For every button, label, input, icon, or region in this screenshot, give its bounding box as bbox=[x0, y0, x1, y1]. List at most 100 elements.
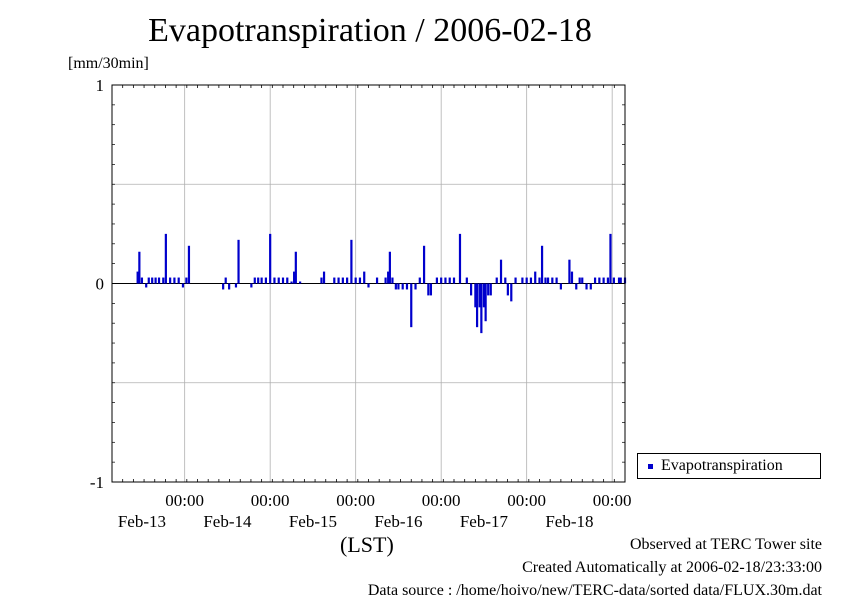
data-bar bbox=[136, 271, 139, 284]
data-bar bbox=[609, 233, 612, 284]
data-bar bbox=[185, 277, 188, 284]
x-axis-label: (LST) bbox=[340, 532, 394, 557]
data-bar bbox=[293, 271, 296, 284]
data-bar bbox=[506, 283, 509, 296]
data-bar bbox=[367, 283, 370, 288]
data-bar bbox=[606, 277, 609, 284]
data-bar bbox=[499, 259, 503, 284]
data-bar bbox=[551, 277, 554, 284]
data-bar bbox=[540, 245, 544, 284]
data-bar bbox=[177, 277, 180, 284]
data-bar bbox=[405, 283, 409, 290]
y-tick-label: -1 bbox=[90, 473, 104, 492]
data-bar bbox=[237, 239, 240, 284]
data-bar bbox=[585, 283, 588, 290]
data-bar bbox=[273, 277, 276, 284]
data-bar bbox=[222, 283, 225, 290]
data-bar bbox=[570, 271, 574, 284]
data-bar bbox=[534, 271, 537, 284]
data-bar bbox=[354, 277, 357, 284]
data-bar bbox=[474, 283, 477, 308]
data-bar bbox=[482, 283, 486, 308]
x-tick-time-label: 00:00 bbox=[422, 491, 461, 510]
data-bar bbox=[465, 277, 468, 284]
data-bar bbox=[151, 277, 154, 284]
data-bar bbox=[140, 277, 144, 284]
x-tick-time-label: 00:00 bbox=[507, 491, 546, 510]
data-bar bbox=[363, 271, 366, 284]
data-bar bbox=[169, 277, 172, 284]
data-bar bbox=[224, 277, 227, 284]
x-tick-date-label: Feb-18 bbox=[545, 512, 593, 531]
data-bar bbox=[333, 277, 336, 284]
data-bar bbox=[250, 283, 253, 288]
x-tick-date-label: Feb-14 bbox=[203, 512, 252, 531]
data-bar bbox=[444, 277, 447, 284]
data-bar bbox=[489, 283, 492, 296]
x-tick-date-label: Feb-13 bbox=[118, 512, 166, 531]
data-bar bbox=[602, 277, 605, 284]
data-bar bbox=[346, 277, 349, 284]
x-tick-time-label: 00:00 bbox=[251, 491, 290, 510]
x-tick-date-label: Feb-15 bbox=[289, 512, 337, 531]
x-tick-time-label: 00:00 bbox=[336, 491, 375, 510]
footer-source: Data source : /home/hoivo/new/TERC-data/… bbox=[367, 582, 822, 599]
data-bar bbox=[187, 245, 191, 284]
data-bar bbox=[589, 283, 592, 290]
data-bar bbox=[487, 283, 490, 296]
data-bar bbox=[277, 277, 280, 284]
data-bar bbox=[435, 277, 438, 284]
data-bar bbox=[269, 233, 272, 284]
data-bar bbox=[138, 251, 141, 284]
data-bar bbox=[546, 277, 550, 284]
data-bar bbox=[234, 283, 238, 288]
legend-label: Evapotranspiration bbox=[661, 457, 783, 474]
data-bar bbox=[394, 283, 397, 290]
data-bar bbox=[559, 283, 562, 290]
data-bar bbox=[157, 277, 161, 284]
data-bar bbox=[422, 245, 426, 284]
data-bar bbox=[452, 277, 456, 284]
data-bar bbox=[173, 277, 176, 284]
data-bar bbox=[147, 277, 150, 284]
data-bar bbox=[598, 277, 601, 284]
x-tick-time-label: 00:00 bbox=[165, 491, 204, 510]
data-bar bbox=[544, 277, 547, 284]
data-bar bbox=[525, 277, 528, 284]
data-bar bbox=[593, 277, 597, 284]
y-axis-unit-label: [mm/30min] bbox=[68, 55, 149, 72]
data-bar bbox=[448, 277, 451, 284]
data-bar bbox=[397, 283, 400, 290]
data-bar bbox=[418, 277, 421, 284]
footer-created: Created Automatically at 2006-02-18/23:3… bbox=[522, 559, 822, 576]
x-tick-date-label: Feb-16 bbox=[374, 512, 422, 531]
data-bar bbox=[375, 277, 379, 284]
y-tick-label: 1 bbox=[96, 76, 105, 95]
data-bar bbox=[458, 233, 462, 284]
data-bar bbox=[495, 277, 498, 284]
data-bar bbox=[350, 239, 353, 284]
data-bar bbox=[578, 277, 581, 284]
data-bar bbox=[162, 277, 165, 284]
data-bar bbox=[181, 283, 185, 288]
data-bar bbox=[391, 277, 394, 284]
data-bar bbox=[414, 283, 417, 290]
chart-tick-labels: -1 0 1 00:00 Feb-13 00:00 Feb-14 00:00 Feb-15 00:… bbox=[90, 76, 632, 531]
data-bar bbox=[581, 277, 584, 284]
data-bar bbox=[253, 277, 256, 284]
data-bar bbox=[440, 277, 443, 284]
data-bar bbox=[388, 251, 391, 284]
data-bar bbox=[341, 277, 344, 284]
data-bar bbox=[384, 277, 387, 284]
data-bar bbox=[529, 277, 533, 284]
data-bar bbox=[299, 281, 302, 284]
data-bar bbox=[484, 283, 487, 322]
data-bar bbox=[320, 277, 323, 284]
data-bar bbox=[410, 283, 413, 328]
data-bar bbox=[294, 251, 297, 284]
data-bar bbox=[504, 277, 507, 284]
data-bar bbox=[475, 283, 479, 328]
data-bar bbox=[521, 277, 524, 284]
data-bar bbox=[281, 277, 285, 284]
